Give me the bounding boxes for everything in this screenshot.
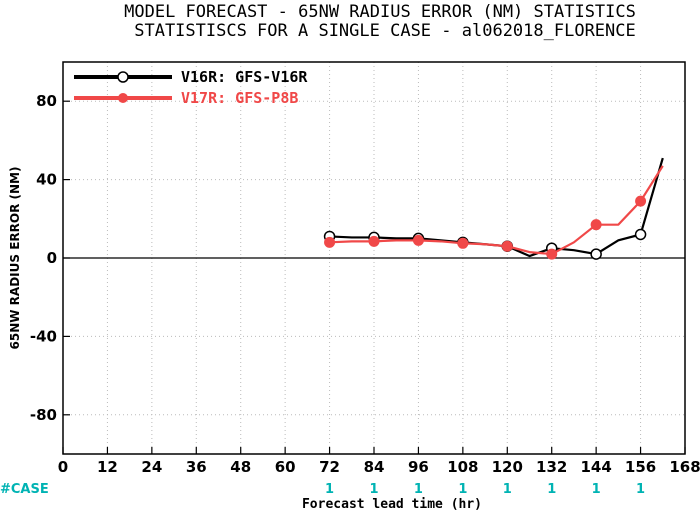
- x-tick-label: 168: [669, 458, 700, 476]
- legend-item-2: V17R: GFS-P8B: [74, 89, 298, 107]
- x-axis-label: Forecast lead time (hr): [302, 497, 482, 512]
- case-count: 1: [636, 482, 645, 497]
- x-tick-label: 156: [625, 458, 656, 476]
- data-point: [546, 248, 558, 260]
- x-tick-label: 84: [364, 458, 385, 476]
- series-line: [329, 165, 664, 256]
- legend-label: V16R: GFS-V16R: [181, 68, 308, 86]
- case-count: 1: [414, 482, 423, 497]
- y-axis-label: 65NW RADIUS ERROR (NM): [8, 167, 22, 350]
- data-point: [590, 219, 602, 231]
- legend-marker: [118, 93, 128, 103]
- x-tick-label: 132: [536, 458, 567, 476]
- x-tick-label: 144: [580, 458, 611, 476]
- case-count: 1: [458, 482, 467, 497]
- x-tick-label: 24: [141, 458, 162, 476]
- data-point: [368, 235, 380, 247]
- x-tick-label: 12: [97, 458, 118, 476]
- case-count: 1: [592, 482, 601, 497]
- chart-title: MODEL FORECAST - 65NW RADIUS ERROR (NM) …: [124, 2, 636, 22]
- legend-marker: [117, 71, 129, 83]
- data-point: [324, 236, 336, 248]
- case-count: 1: [547, 482, 556, 497]
- case-count: 1: [369, 482, 378, 497]
- x-tick-label: 108: [447, 458, 478, 476]
- y-tick-label: -40: [30, 327, 57, 345]
- legend-label: V17R: GFS-P8B: [181, 89, 298, 107]
- data-point: [634, 228, 647, 241]
- x-tick-label: 120: [492, 458, 523, 476]
- legend-item-1: V16R: GFS-V16R: [74, 68, 308, 86]
- legend: V16R: GFS-V16R V17R: GFS-P8B: [74, 68, 308, 107]
- series-2: [324, 165, 664, 260]
- case-count: 1: [325, 482, 334, 497]
- data-point: [635, 195, 647, 207]
- data-point: [590, 248, 602, 260]
- x-tick-label: 0: [58, 458, 68, 476]
- case-counts: 1 1 1 1 1 1 1 1: [325, 482, 645, 497]
- case-count-label: #CASE: [0, 482, 49, 497]
- x-tick-label: 48: [230, 458, 251, 476]
- x-tick-label: 60: [275, 458, 296, 476]
- case-count: 1: [503, 482, 512, 497]
- x-tick-label: 36: [186, 458, 207, 476]
- data-point: [457, 237, 469, 249]
- x-tick-label: 96: [408, 458, 429, 476]
- y-tick-label: 40: [36, 171, 57, 189]
- data-point: [412, 234, 424, 246]
- chart-subtitle: STATISTISCS FOR A SINGLE CASE - al062018…: [134, 21, 636, 41]
- y-tick-label: 80: [36, 92, 57, 110]
- axis-ticks: 0 12 24 36 48 60 72 84 96 108 120 132 144 156 168 80 40 0…: [30, 92, 700, 476]
- series-layer: [323, 157, 664, 260]
- y-tick-label: -80: [30, 406, 57, 424]
- x-tick-label: 72: [319, 458, 340, 476]
- data-point: [501, 240, 513, 252]
- y-tick-label: 0: [47, 249, 57, 267]
